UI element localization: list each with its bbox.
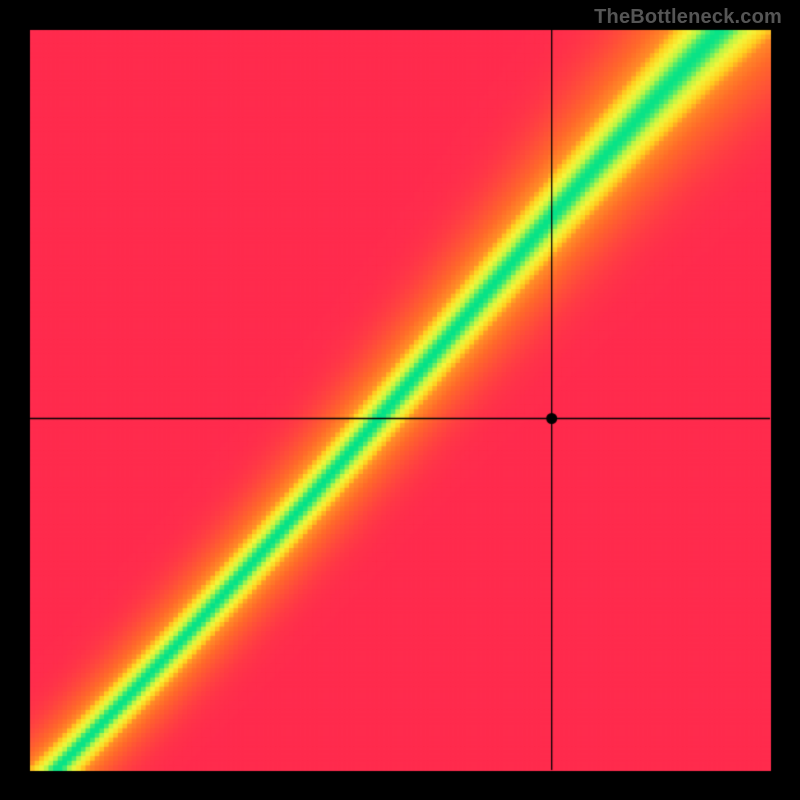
watermark-text: TheBottleneck.com <box>594 6 782 29</box>
chart-container: TheBottleneck.com <box>0 0 800 800</box>
bottleneck-heatmap-canvas <box>0 0 800 800</box>
